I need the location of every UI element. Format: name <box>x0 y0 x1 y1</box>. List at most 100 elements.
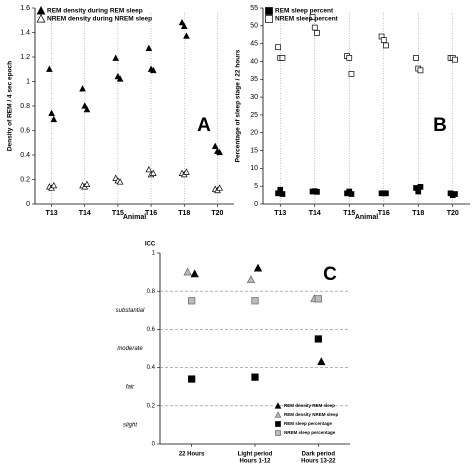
y-tick-label: 10 <box>250 165 258 172</box>
y-tick-label: 0.8 <box>147 289 156 295</box>
x-tick-label: Hours 13-22 <box>301 459 336 465</box>
legend-marker <box>275 430 281 436</box>
legend-marker <box>36 14 46 23</box>
y-tick-label: 30 <box>250 94 258 101</box>
x-tick-label: T20 <box>211 210 223 217</box>
point <box>211 142 219 150</box>
y-tick-label: 15 <box>250 147 258 154</box>
y-tick-label: 45 <box>250 40 258 47</box>
x-tick-label: Hours 1-12 <box>239 459 271 465</box>
point <box>383 42 389 49</box>
y-axis-label: ICC <box>145 242 156 248</box>
legend-marker <box>274 411 282 418</box>
point <box>275 44 281 51</box>
band-label: substantial <box>116 308 145 314</box>
legend-label: REM sleep percentage <box>284 421 333 426</box>
point <box>348 191 355 197</box>
y-tick-label: 0.4 <box>147 365 156 371</box>
point <box>253 263 263 272</box>
point <box>383 190 389 197</box>
y-tick-label: 40 <box>250 58 258 65</box>
legend-label: NREM density during NREM sleep <box>47 16 152 23</box>
point <box>279 55 286 61</box>
x-tick-label: T16 <box>145 210 157 217</box>
point <box>188 297 196 305</box>
point <box>348 71 355 77</box>
legend-label: NREM sleep percent <box>275 16 339 23</box>
point <box>183 168 190 175</box>
x-tick-label: T16 <box>378 210 390 217</box>
x-tick-label: T18 <box>412 210 424 217</box>
point <box>311 24 318 31</box>
y-tick-label: 1.4 <box>20 29 30 36</box>
band-label: fair <box>126 384 135 390</box>
y-tick-label: 0.2 <box>20 176 30 183</box>
point <box>116 178 124 185</box>
point <box>452 56 458 63</box>
point <box>251 297 259 305</box>
point <box>309 14 316 20</box>
point <box>251 373 259 381</box>
point <box>46 65 53 72</box>
point <box>452 191 458 197</box>
panel-letter: C <box>323 264 337 285</box>
point <box>145 44 153 52</box>
x-tick-label: T20 <box>447 210 459 217</box>
y-tick-label: 0.8 <box>20 103 30 110</box>
point <box>190 269 199 278</box>
x-axis-label: Animal <box>123 214 146 221</box>
point <box>314 295 322 303</box>
y-tick-label: 0 <box>26 201 30 208</box>
point <box>413 55 419 61</box>
point <box>314 335 322 343</box>
band-label: slight <box>123 422 137 428</box>
x-tick-label: T13 <box>46 210 58 217</box>
x-tick-label: T18 <box>178 210 190 217</box>
legend-marker <box>275 421 281 427</box>
y-tick-label: 5 <box>254 183 258 190</box>
y-tick-label: 50 <box>250 23 258 30</box>
point <box>417 184 424 190</box>
y-tick-label: 0 <box>152 442 156 448</box>
point <box>346 55 353 61</box>
point <box>48 109 55 116</box>
point <box>246 275 256 284</box>
y-axis-label: Density of REM / 4 sec epoch <box>7 61 14 151</box>
x-tick-label: T15 <box>343 210 355 217</box>
panel-letter: B <box>433 115 447 136</box>
y-tick-label: 0 <box>254 201 258 208</box>
y-tick-label: 35 <box>250 76 258 83</box>
point <box>415 188 422 195</box>
x-axis-label: Animal <box>355 214 378 221</box>
point <box>314 30 320 36</box>
point <box>83 180 91 187</box>
y-tick-label: 1 <box>26 78 30 85</box>
y-tick-label: 0.6 <box>147 327 156 333</box>
band-label: moderate <box>117 346 143 352</box>
y-tick-label: 25 <box>250 112 258 119</box>
point <box>145 165 153 173</box>
y-tick-label: 0.2 <box>147 403 156 409</box>
point <box>188 375 196 383</box>
legend-marker <box>36 6 46 15</box>
point <box>149 66 157 74</box>
point <box>116 75 124 82</box>
y-tick-label: 1 <box>152 251 156 257</box>
legend-label: REM sleep percent <box>275 8 334 15</box>
legend-label: REM density during REM sleep <box>47 8 143 15</box>
legend-marker <box>274 402 282 409</box>
point <box>279 191 286 197</box>
x-tick-label: 22 Hours <box>179 452 205 458</box>
x-tick-label: T14 <box>79 210 91 217</box>
point <box>216 184 223 191</box>
point <box>178 18 186 26</box>
point <box>149 169 157 176</box>
point <box>180 22 188 29</box>
point <box>216 148 223 156</box>
legend-marker <box>265 7 273 15</box>
legend-label: NREM sleep percentage <box>284 430 336 435</box>
point <box>81 102 89 109</box>
y-axis-label: Percentage of sleep stage / 22 hours <box>235 49 242 162</box>
point <box>317 357 326 366</box>
